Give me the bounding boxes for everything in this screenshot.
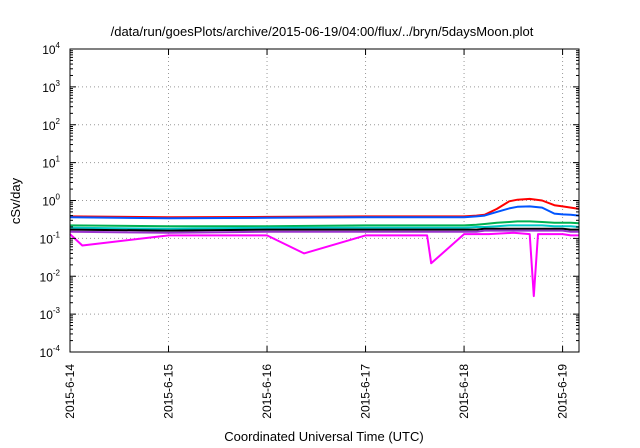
series-line-6: [69, 229, 579, 234]
x-tick-label: 2015-6-15: [162, 364, 176, 419]
y-tick-label: 10-2: [40, 268, 61, 284]
y-tick-label: 101: [42, 155, 60, 171]
x-tick-label: 2015-6-14: [63, 364, 77, 419]
y-tick-label: 10-1: [40, 230, 61, 246]
series-line-2: [69, 205, 580, 220]
series-line-5: [69, 227, 579, 232]
y-tick-label: 10-3: [40, 306, 61, 322]
y-axis: 104 103 102 101 100 10-1 10-2 10-3 10-4: [40, 41, 579, 360]
series-line-1: [69, 197, 580, 219]
x-tick-label: 2015-6-18: [457, 364, 471, 419]
grid: [70, 49, 579, 352]
x-axis-label: Coordinated Universal Time (UTC): [224, 429, 423, 444]
x-axis: 2015-6-14 2015-6-15 2015-6-16 2015-6-17 2015…: [63, 49, 570, 419]
x-tick-label: 2015-6-19: [556, 364, 570, 419]
y-axis-label: cSv/day: [8, 177, 23, 224]
y-tick-label: 104: [42, 41, 60, 57]
series-line-4: [69, 224, 580, 230]
y-tick-label: 100: [42, 193, 60, 209]
series-line-7: [69, 231, 579, 298]
chart-title: /data/run/goesPlots/archive/2015-06-19/0…: [111, 24, 534, 39]
series-line-3: [69, 220, 580, 228]
y-tick-label: 103: [42, 79, 60, 95]
x-tick-label: 2015-6-16: [260, 364, 274, 419]
y-tick-label: 10-4: [40, 344, 61, 360]
series-group: [69, 197, 580, 298]
x-tick-label: 2015-6-17: [359, 364, 373, 419]
y-tick-label: 102: [42, 117, 60, 133]
